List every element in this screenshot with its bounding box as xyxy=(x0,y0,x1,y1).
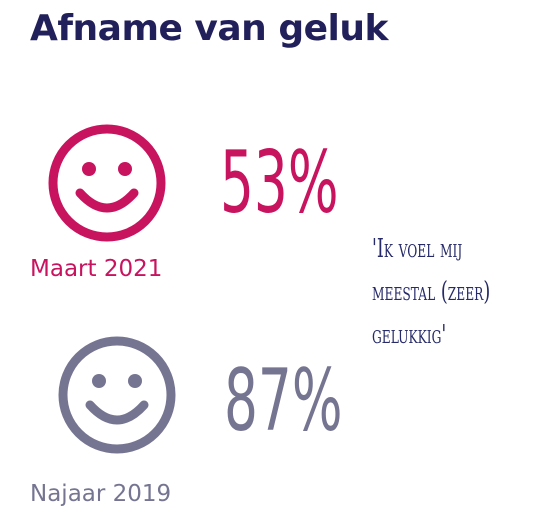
current-period-label: Maart 2021 xyxy=(30,256,163,282)
quote-line: meestal (zeer) xyxy=(372,277,491,307)
previous-period-label: Najaar 2019 xyxy=(30,481,172,507)
quote-text: 'Ik voel mij meestal (zeer) gelukkig' xyxy=(372,228,490,357)
page-title: Afname van geluk xyxy=(30,8,388,49)
current-percentage: 53% xyxy=(220,133,339,233)
previous-percentage: 87% xyxy=(224,351,343,451)
smiley-icon xyxy=(58,336,176,454)
quote-line: 'Ik voel mij xyxy=(372,234,463,264)
smiley-icon xyxy=(48,124,166,242)
quote-line: gelukkig' xyxy=(372,320,447,350)
